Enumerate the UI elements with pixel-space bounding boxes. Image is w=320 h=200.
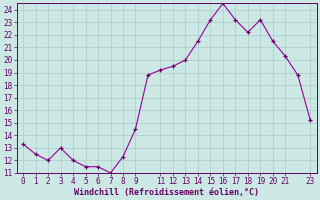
X-axis label: Windchill (Refroidissement éolien,°C): Windchill (Refroidissement éolien,°C) bbox=[74, 188, 259, 197]
